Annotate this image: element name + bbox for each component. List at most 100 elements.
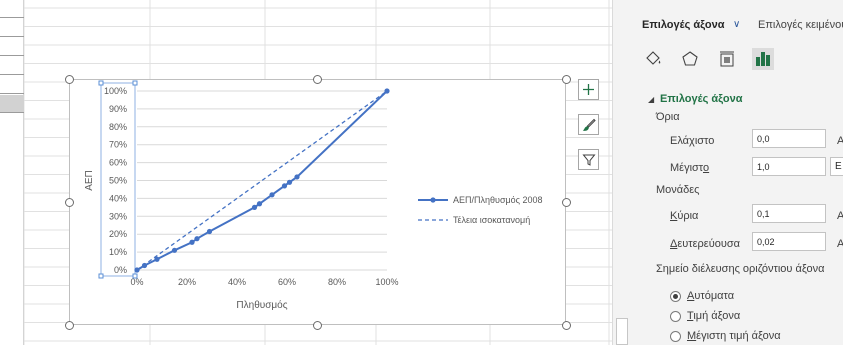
row-header-cell[interactable] [0, 0, 24, 18]
chart-resize-handle-bottom[interactable] [313, 321, 322, 330]
pentagon-icon [682, 51, 698, 66]
radio-button[interactable] [670, 330, 681, 342]
data-point [171, 247, 178, 253]
size-properties-tab[interactable] [716, 48, 738, 70]
x-tick-label: 80% [328, 277, 346, 287]
maximum-reset-button[interactable]: Ε [830, 157, 843, 176]
y-tick-label: 40% [109, 193, 127, 203]
data-point [194, 236, 200, 242]
row-header-cell[interactable] [0, 76, 24, 94]
minor-unit-input[interactable] [752, 232, 826, 251]
effects-tab[interactable] [679, 48, 701, 70]
y-tick-label: 60% [109, 158, 127, 168]
bounds-heading: Όρια [656, 111, 680, 123]
axis-selection-handle [132, 273, 138, 279]
spreadsheet-area[interactable]: 0% 10% 20% 30% 40% 50% 60% 70% 80% 90% 100% 0% 20% 40… [0, 0, 612, 345]
tab-text-options[interactable]: Επιλογές κειμένου [758, 19, 843, 31]
radio-maximum-axis-value[interactable]: Μέγιστη τιμή άξονα [670, 330, 781, 342]
row-header-cell[interactable] [0, 38, 24, 56]
size-properties-icon [720, 51, 734, 67]
radio-axis-value[interactable]: Τιμή άξονα [670, 310, 740, 322]
chart-styles-button[interactable] [578, 114, 599, 135]
plus-icon [583, 84, 594, 95]
scrollbar-thumb[interactable] [616, 318, 628, 345]
x-tick-label: 60% [278, 277, 296, 287]
y-tick-label: 0% [114, 265, 127, 275]
chart-resize-handle-bottom-right[interactable] [562, 321, 571, 330]
x-axis-title: Πληθυσμός [236, 299, 287, 311]
chart-resize-handle-left[interactable] [65, 198, 74, 207]
radio-button-checked[interactable] [670, 290, 681, 302]
chart-elements-button[interactable] [578, 79, 599, 100]
chevron-down-icon[interactable]: ∨ [733, 19, 741, 30]
axis-options-tab[interactable] [752, 48, 774, 70]
chart-resize-handle-right[interactable] [562, 198, 571, 207]
chart-resize-handle-top[interactable] [313, 75, 322, 84]
data-point [251, 204, 258, 210]
minor-unit-auto-button[interactable]: Α [837, 238, 843, 250]
minimum-input[interactable] [752, 129, 826, 148]
radio-automatic[interactable]: Αυτόματα [670, 290, 734, 302]
data-point [281, 183, 288, 189]
units-heading: Μονάδες [656, 184, 700, 196]
x-tick-label: 20% [178, 277, 196, 287]
y-tick-label: 10% [109, 247, 127, 257]
legend-marker [430, 197, 436, 203]
major-unit-input[interactable] [752, 204, 826, 223]
row-header-cell[interactable] [0, 19, 24, 37]
row-header-cell[interactable] [0, 95, 24, 113]
minimum-label: Ελάχιστο [670, 135, 715, 147]
y-tick-label: 80% [109, 122, 127, 132]
data-point [384, 88, 390, 94]
y-tick-label: 30% [109, 211, 127, 221]
y-tick-label: 50% [109, 176, 127, 186]
radio-automatic-label: Αυτόματα [687, 290, 735, 302]
minimum-auto-button[interactable]: Α [837, 135, 843, 147]
data-point [286, 179, 293, 185]
tab-axis-options[interactable]: Επιλογές άξονα [642, 19, 725, 31]
major-unit-auto-button[interactable]: Α [837, 210, 843, 222]
maximum-input[interactable] [752, 157, 826, 176]
radio-maximum-axis-value-label: Μέγιστη τιμή άξονα [687, 330, 781, 342]
collapse-triangle-icon[interactable]: ◢ [648, 95, 655, 104]
brush-icon [582, 118, 596, 131]
y-axis-title: ΑΕΠ [84, 170, 95, 191]
maximum-label: Μέγιστο [670, 162, 710, 174]
legend-entry: Τέλεια ισοκατανομή [453, 215, 530, 225]
chart-resize-handle-top-left[interactable] [65, 75, 74, 84]
chart-filters-button[interactable] [578, 149, 599, 170]
chart-resize-handle-top-right[interactable] [562, 75, 571, 84]
axis-selection-handle [98, 273, 104, 279]
x-tick-label: 0% [130, 277, 143, 287]
legend-entry: ΑΕΠ/Πληθυσμός 2008 [453, 195, 543, 205]
chart-area[interactable]: 0% 10% 20% 30% 40% 50% 60% 70% 80% 90% 100% 0% 20% 40… [69, 79, 566, 325]
x-tick-label: 100% [375, 277, 398, 287]
chart-plot[interactable]: 0% 10% 20% 30% 40% 50% 60% 70% 80% 90% 100% 0% 20% 40… [70, 80, 567, 326]
horizontal-axis-crosses-heading: Σημείο διέλευσης οριζόντιου άξονα [656, 263, 825, 275]
axis-selection-handle [132, 80, 138, 86]
chart-resize-handle-bottom-left[interactable] [65, 321, 74, 330]
section-title-axis-options[interactable]: Επιλογές άξονα [660, 93, 743, 105]
row-header[interactable] [0, 0, 24, 345]
funnel-icon [581, 154, 596, 166]
row-header-cell[interactable] [0, 57, 24, 75]
data-point [206, 228, 213, 235]
x-tick-label: 40% [228, 277, 246, 287]
y-tick-label: 90% [109, 104, 127, 114]
y-tick-label: 100% [104, 86, 127, 96]
data-point [154, 256, 160, 262]
data-point [256, 201, 263, 207]
vertical-axis-selection [100, 82, 136, 277]
data-point [269, 192, 275, 198]
radio-button[interactable] [670, 310, 681, 322]
fill-line-tab[interactable] [642, 48, 664, 70]
data-point [294, 174, 300, 180]
vertical-scrollbar[interactable] [612, 0, 630, 345]
radio-axis-value-label: Τιμή άξονα [687, 310, 741, 322]
minor-unit-label: Δευτερεύουσα [670, 238, 740, 250]
y-tick-label: 20% [109, 229, 127, 239]
bar-chart-icon [756, 52, 770, 66]
data-point [189, 239, 195, 245]
major-unit-label: Κύρια [670, 210, 699, 222]
y-tick-label: 70% [109, 140, 127, 150]
